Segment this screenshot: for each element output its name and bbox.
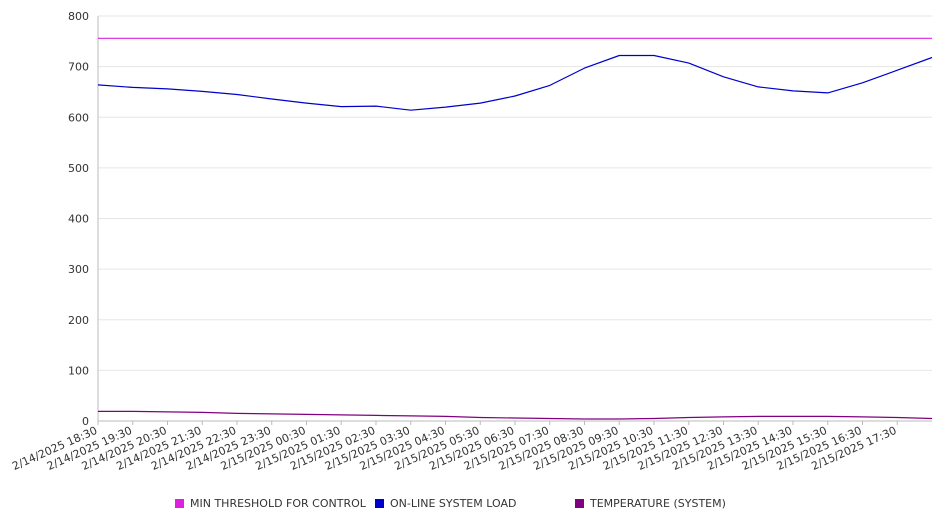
series-line-system-load	[97, 54, 933, 111]
legend-item-system-load: ON-LINE SYSTEM LOAD	[375, 497, 516, 510]
legend-swatch-min-threshold	[175, 499, 184, 508]
legend-label-system-load: ON-LINE SYSTEM LOAD	[390, 497, 517, 510]
y-tick-label: 800	[68, 10, 89, 23]
y-tick-label: 700	[68, 61, 89, 74]
legend-item-temperature: TEMPERATURE (SYSTEM)	[575, 497, 726, 510]
y-tick-label: 200	[68, 314, 89, 327]
chart-legend: MIN THRESHOLD FOR CONTROL ON-LINE SYSTEM…	[0, 497, 946, 515]
legend-label-temperature: TEMPERATURE (SYSTEM)	[590, 497, 726, 510]
legend-item-min-threshold: MIN THRESHOLD FOR CONTROL	[175, 497, 366, 510]
y-tick-label: 0	[82, 415, 89, 428]
series-line-temperature	[98, 410, 933, 420]
y-tick-label: 300	[68, 263, 89, 276]
y-tick-label: 400	[68, 213, 89, 226]
legend-swatch-system-load	[375, 499, 384, 508]
legend-swatch-temperature	[575, 499, 584, 508]
y-tick-label: 100	[68, 364, 89, 377]
y-tick-label: 600	[68, 111, 89, 124]
y-tick-label: 500	[68, 162, 89, 175]
legend-label-min-threshold: MIN THRESHOLD FOR CONTROL	[190, 497, 366, 510]
